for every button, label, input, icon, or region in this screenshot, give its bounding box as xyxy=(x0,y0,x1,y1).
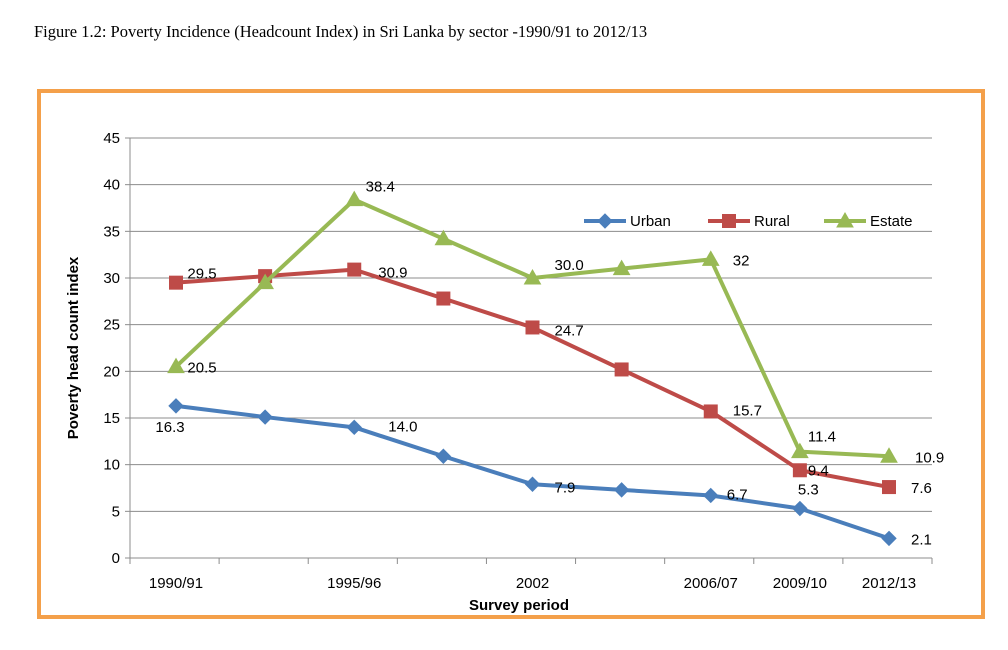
marker-estate xyxy=(345,190,364,207)
legend: Urban Rural Estate xyxy=(584,211,913,230)
data-label-estate: 20.5 xyxy=(187,360,216,377)
data-label-rural: 29.5 xyxy=(187,266,216,283)
marker-estate xyxy=(256,273,274,290)
marker-estate xyxy=(523,268,542,285)
marker-estate xyxy=(791,442,809,459)
y-tick-label: 30 xyxy=(103,270,120,287)
series-line-rural xyxy=(175,267,890,490)
x-tick-labels: 1990/91 1995/96 2002 2006/07 2009/10 2012/13 xyxy=(149,575,916,592)
marker-estate xyxy=(167,357,185,374)
data-label-estate: 38.4 xyxy=(366,179,395,196)
marker-rural xyxy=(614,362,629,377)
y-axis-title: Poverty head count index xyxy=(65,256,82,439)
data-label-rural: 30.9 xyxy=(378,265,407,282)
data-label-estate: 10.9 xyxy=(915,449,944,466)
y-tick-label: 0 xyxy=(112,550,120,567)
x-tick-label: 1990/91 xyxy=(149,575,203,592)
data-label-urban: 6.7 xyxy=(727,486,748,503)
marker-rural xyxy=(347,262,362,277)
marker-urban xyxy=(346,419,362,436)
data-labels: 16.3 14.0 7.9 6.7 5.3 2.1 29.5 30.9 24.7 15.7 9.4 7… xyxy=(155,179,944,549)
data-label-rural: 7.6 xyxy=(911,480,932,497)
marker-rural xyxy=(525,320,540,335)
legend-label-rural: Rural xyxy=(754,213,790,230)
y-tick-label: 35 xyxy=(103,223,120,240)
data-label-estate: 30.0 xyxy=(555,257,584,274)
marker-urban xyxy=(257,409,273,425)
marker-urban xyxy=(613,482,630,498)
marker-rural xyxy=(792,463,807,478)
data-label-rural: 15.7 xyxy=(733,402,762,419)
figure-title: Figure 1.2: Poverty Incidence (Headcount… xyxy=(34,22,648,41)
marker-urban xyxy=(435,448,452,464)
legend-label-urban: Urban xyxy=(630,213,671,230)
y-tick-label: 15 xyxy=(103,410,120,427)
marker-estate xyxy=(701,250,720,266)
series-group xyxy=(167,190,898,547)
legend-marker-estate xyxy=(836,211,854,228)
y-tick-label: 5 xyxy=(112,503,120,520)
legend-marker-rural xyxy=(722,214,736,228)
marker-rural xyxy=(436,291,451,306)
x-tick-label: 2002 xyxy=(516,575,549,592)
marker-urban xyxy=(792,500,808,517)
marker-urban xyxy=(524,476,541,492)
x-tick-label: 1995/96 xyxy=(327,575,381,592)
chart-frame xyxy=(37,89,985,619)
x-tick-label: 2006/07 xyxy=(684,575,738,592)
data-label-estate: 11.4 xyxy=(808,429,836,446)
axes xyxy=(125,137,933,564)
y-tick-label: 25 xyxy=(103,317,120,334)
y-tick-label: 10 xyxy=(103,457,120,474)
marker-urban xyxy=(703,487,719,504)
y-tick-labels: 0 5 10 15 20 25 30 35 40 45 xyxy=(103,130,120,567)
marker-rural xyxy=(703,404,718,419)
data-label-urban: 14.0 xyxy=(388,418,417,435)
x-tick-label: 2012/13 xyxy=(862,575,916,592)
marker-rural xyxy=(882,480,896,495)
y-tick-label: 45 xyxy=(103,130,120,147)
y-tick-label: 20 xyxy=(103,363,120,380)
x-axis-title: Survey period xyxy=(469,597,569,614)
data-label-urban: 7.9 xyxy=(555,479,576,496)
data-label-urban: 16.3 xyxy=(155,419,184,436)
marker-urban xyxy=(168,398,184,414)
marker-rural xyxy=(169,275,183,290)
data-label-rural: 24.7 xyxy=(555,322,584,339)
data-label-rural: 9.4 xyxy=(808,462,829,479)
data-label-urban: 2.1 xyxy=(911,531,932,548)
legend-marker-urban xyxy=(597,213,613,229)
marker-urban xyxy=(881,530,897,547)
legend-label-estate: Estate xyxy=(870,213,913,230)
x-tick-label: 2009/10 xyxy=(773,575,827,592)
data-label-urban: 5.3 xyxy=(798,482,819,499)
y-tick-label: 40 xyxy=(103,177,120,194)
marker-estate xyxy=(434,229,453,246)
data-label-estate: 32 xyxy=(733,252,750,269)
marker-estate xyxy=(612,259,631,276)
series-line-urban xyxy=(175,403,890,541)
marker-estate xyxy=(880,447,898,463)
